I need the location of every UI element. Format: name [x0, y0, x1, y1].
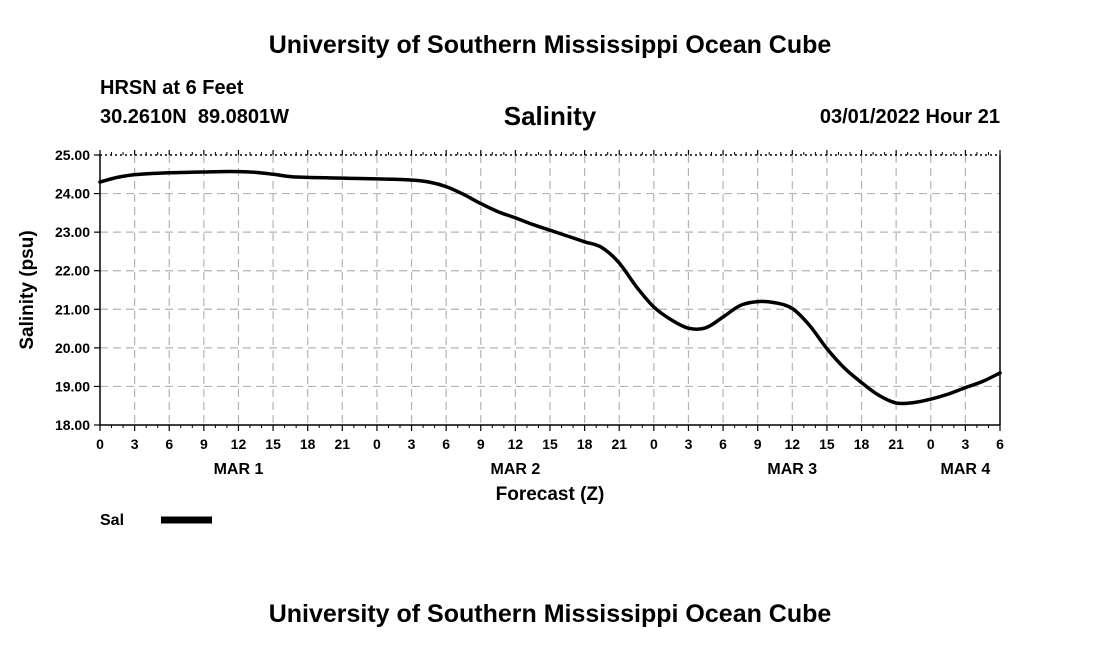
x-tick-label: 0 [373, 436, 381, 452]
x-tick-label: 9 [200, 436, 208, 452]
x-tick-label: 15 [265, 436, 281, 452]
footer-title: University of Southern Mississippi Ocean… [268, 600, 832, 628]
x-tick-label: 18 [577, 436, 593, 452]
y-tick-label: 24.00 [55, 186, 90, 202]
y-tick-label: 25.00 [55, 147, 90, 163]
x-tick-label: 0 [650, 436, 658, 452]
x-tick-label: 3 [408, 436, 416, 452]
day-label: MAR 4 [940, 461, 990, 478]
x-tick-label: 6 [996, 436, 1004, 452]
y-tick-label: 21.00 [55, 301, 90, 317]
forecast-timestamp: 03/01/2022 Hour 21 [819, 106, 1000, 128]
x-axis-title: Forecast (Z) [496, 484, 605, 505]
day-label: MAR 1 [214, 461, 264, 478]
x-tick-label: 18 [300, 436, 316, 452]
x-tick-label: 6 [165, 436, 173, 452]
x-tick-label: 12 [508, 436, 524, 452]
y-tick-label: 20.00 [55, 340, 90, 356]
station-coordinates: 30.2610N 89.0801W [100, 106, 290, 128]
x-tick-label: 18 [854, 436, 870, 452]
y-tick-label: 19.00 [55, 378, 90, 394]
x-tick-label: 21 [611, 436, 627, 452]
x-tick-label: 6 [442, 436, 450, 452]
y-tick-label: 23.00 [55, 224, 90, 240]
x-tick-label: 21 [888, 436, 904, 452]
grid-layer [100, 155, 1000, 425]
x-tick-label: 15 [819, 436, 835, 452]
x-tick-label: 3 [685, 436, 693, 452]
series-line-sal [98, 169, 1002, 406]
legend-label: Sal [100, 512, 124, 529]
y-axis-title: Salinity (psu) [17, 230, 38, 349]
x-tick-label: 12 [785, 436, 801, 452]
x-tick-label: 9 [754, 436, 762, 452]
y-tick-label: 22.00 [55, 263, 90, 279]
day-label: MAR 2 [490, 461, 540, 478]
y-tick-label: 18.00 [55, 417, 90, 433]
x-tick-label: 15 [542, 436, 558, 452]
day-label: MAR 3 [767, 461, 817, 478]
axes-layer [94, 150, 1001, 431]
series-layer [98, 169, 1002, 406]
station-name: HRSN at 6 Feet [100, 77, 244, 99]
x-tick-label: 3 [131, 436, 139, 452]
x-tick-label: 3 [961, 436, 969, 452]
x-tick-label: 6 [719, 436, 727, 452]
x-tick-label: 12 [231, 436, 247, 452]
x-tick-label: 0 [96, 436, 104, 452]
x-tick-label: 21 [335, 436, 351, 452]
main-title: University of Southern Mississippi Ocean… [268, 31, 832, 59]
chart-title: Salinity [503, 101, 597, 131]
x-tick-label: 9 [477, 436, 485, 452]
x-tick-label: 0 [927, 436, 935, 452]
labels-layer: 18.00 19.00 20.00 21.00 22.00 23.00 24.00 25.00… [17, 147, 1004, 529]
